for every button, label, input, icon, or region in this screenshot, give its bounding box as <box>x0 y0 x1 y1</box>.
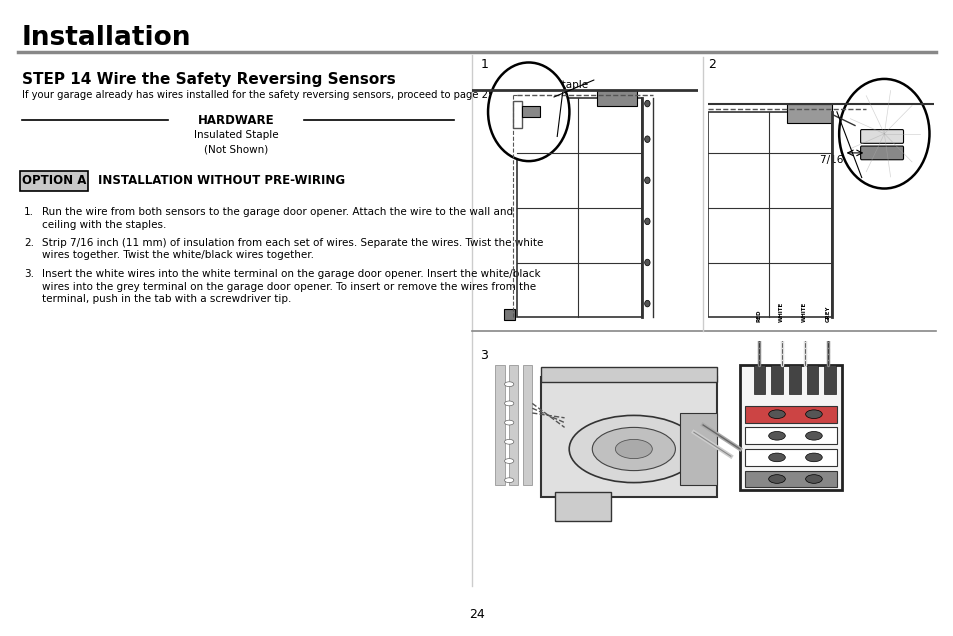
Circle shape <box>644 100 649 107</box>
Bar <box>753 365 764 394</box>
Bar <box>788 365 800 394</box>
Text: 1.: 1. <box>24 207 34 217</box>
Bar <box>707 112 832 317</box>
Text: HARDWARE: HARDWARE <box>197 113 274 127</box>
Bar <box>509 365 517 485</box>
Bar <box>555 492 610 521</box>
Text: wires together. Twist the white/black wires together.: wires together. Twist the white/black wi… <box>42 251 314 261</box>
Circle shape <box>768 474 784 483</box>
Bar <box>744 471 836 487</box>
Circle shape <box>592 427 675 471</box>
Text: ceiling with the staples.: ceiling with the staples. <box>42 219 166 230</box>
Text: Strip 7/16 inch (11 mm) of insulation from each set of wires. Separate the wires: Strip 7/16 inch (11 mm) of insulation fr… <box>42 238 543 248</box>
Text: terminal, push in the tab with a screwdriver tip.: terminal, push in the tab with a screwdr… <box>42 294 291 304</box>
Text: WHITE: WHITE <box>801 301 806 322</box>
Circle shape <box>504 439 514 444</box>
Text: wires into the grey terminal on the garage door opener. To insert or remove the : wires into the grey terminal on the gara… <box>42 282 536 291</box>
Bar <box>744 406 836 422</box>
Bar <box>744 449 836 466</box>
Bar <box>596 90 637 106</box>
Text: 1: 1 <box>479 58 488 71</box>
Bar <box>740 365 841 490</box>
Text: STEP 14 Wire the Safety Reversing Sensors: STEP 14 Wire the Safety Reversing Sensor… <box>22 72 395 87</box>
Text: Installation: Installation <box>22 25 192 51</box>
Bar <box>679 413 717 485</box>
Bar <box>521 106 539 117</box>
Circle shape <box>644 300 649 307</box>
Bar <box>541 377 717 497</box>
Bar <box>541 368 717 382</box>
Circle shape <box>504 420 514 425</box>
Circle shape <box>768 410 784 418</box>
Circle shape <box>804 453 821 462</box>
Bar <box>522 365 532 485</box>
Circle shape <box>768 453 784 462</box>
Circle shape <box>504 382 514 387</box>
Text: RED: RED <box>755 309 760 322</box>
Text: 3: 3 <box>479 349 488 362</box>
Text: Staple: Staple <box>555 80 588 90</box>
Text: 2.: 2. <box>24 238 34 248</box>
Text: Insulated Staple: Insulated Staple <box>193 130 278 140</box>
Circle shape <box>804 431 821 440</box>
Circle shape <box>504 459 514 464</box>
Circle shape <box>569 415 698 483</box>
Text: OPTION A: OPTION A <box>22 174 86 186</box>
Bar <box>503 309 515 320</box>
Text: WHITE: WHITE <box>779 301 783 322</box>
Text: 24: 24 <box>469 607 484 621</box>
Circle shape <box>644 218 649 225</box>
Circle shape <box>804 410 821 418</box>
Circle shape <box>504 401 514 406</box>
Bar <box>513 101 521 128</box>
Bar <box>823 365 835 394</box>
Circle shape <box>804 474 821 483</box>
Circle shape <box>504 478 514 483</box>
Bar <box>20 171 88 191</box>
Text: Run the wire from both sensors to the garage door opener. Attach the wire to the: Run the wire from both sensors to the ga… <box>42 207 513 217</box>
Bar <box>805 365 818 394</box>
Bar <box>495 365 504 485</box>
Circle shape <box>615 439 652 459</box>
Text: INSTALLATION WITHOUT PRE-WIRING: INSTALLATION WITHOUT PRE-WIRING <box>98 174 345 186</box>
Text: (Not Shown): (Not Shown) <box>204 144 268 154</box>
Text: If your garage already has wires installed for the safety reversing sensors, pro: If your garage already has wires install… <box>22 90 497 100</box>
Text: GREY: GREY <box>824 305 829 322</box>
Circle shape <box>488 62 569 161</box>
Circle shape <box>839 79 928 188</box>
FancyBboxPatch shape <box>860 130 902 143</box>
Circle shape <box>644 259 649 266</box>
FancyBboxPatch shape <box>860 146 902 160</box>
Text: 2: 2 <box>707 58 716 71</box>
Text: 7/16’ (11 mm): 7/16’ (11 mm) <box>820 155 894 165</box>
Text: Insert the white wires into the white terminal on the garage door opener. Insert: Insert the white wires into the white te… <box>42 269 540 279</box>
Bar <box>786 104 832 123</box>
Text: 3.: 3. <box>24 269 34 279</box>
Bar <box>771 365 782 394</box>
Circle shape <box>644 177 649 184</box>
Bar <box>744 427 836 444</box>
Circle shape <box>768 431 784 440</box>
Bar <box>517 98 641 317</box>
Circle shape <box>644 136 649 142</box>
